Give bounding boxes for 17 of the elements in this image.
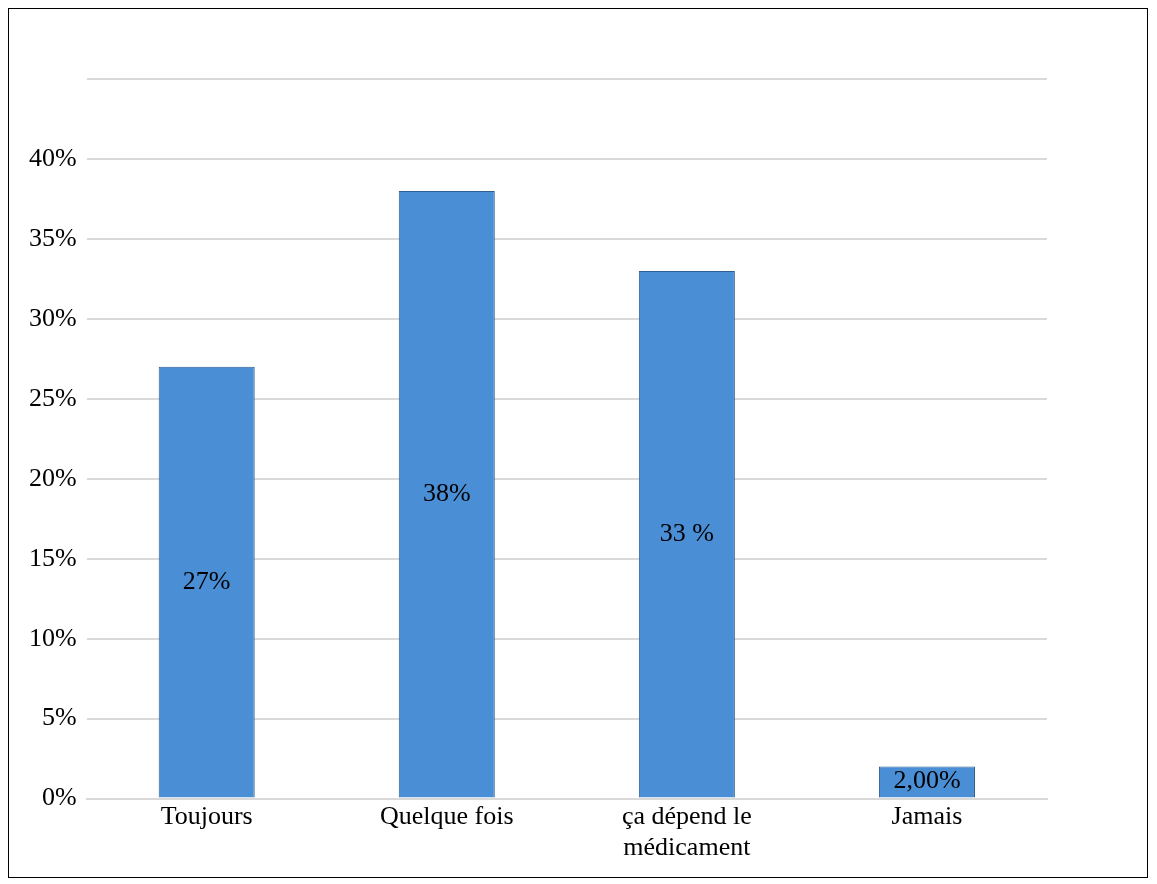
x-tick-label: ça dépend le médicament xyxy=(621,801,752,862)
y-tick-label: 25% xyxy=(28,382,77,412)
data-label: 2,00% xyxy=(893,765,961,795)
x-tick-label: Quelque fois xyxy=(379,801,514,831)
x-tick-label: Jamais xyxy=(891,801,963,831)
y-tick-label: 15% xyxy=(28,542,77,572)
data-label: 38% xyxy=(422,478,471,508)
x-tick-label: Toujours xyxy=(160,801,253,831)
y-tick-label: 20% xyxy=(28,462,77,492)
y-tick-label: 40% xyxy=(28,142,77,172)
data-label: 27% xyxy=(182,566,231,596)
y-tick-label: 0% xyxy=(41,782,77,812)
y-tick-label: 10% xyxy=(28,622,77,652)
data-label: 33 % xyxy=(659,518,714,548)
y-tick-label: 30% xyxy=(28,302,77,332)
y-tick-label: 35% xyxy=(28,222,77,252)
y-tick-label: 5% xyxy=(41,702,77,732)
